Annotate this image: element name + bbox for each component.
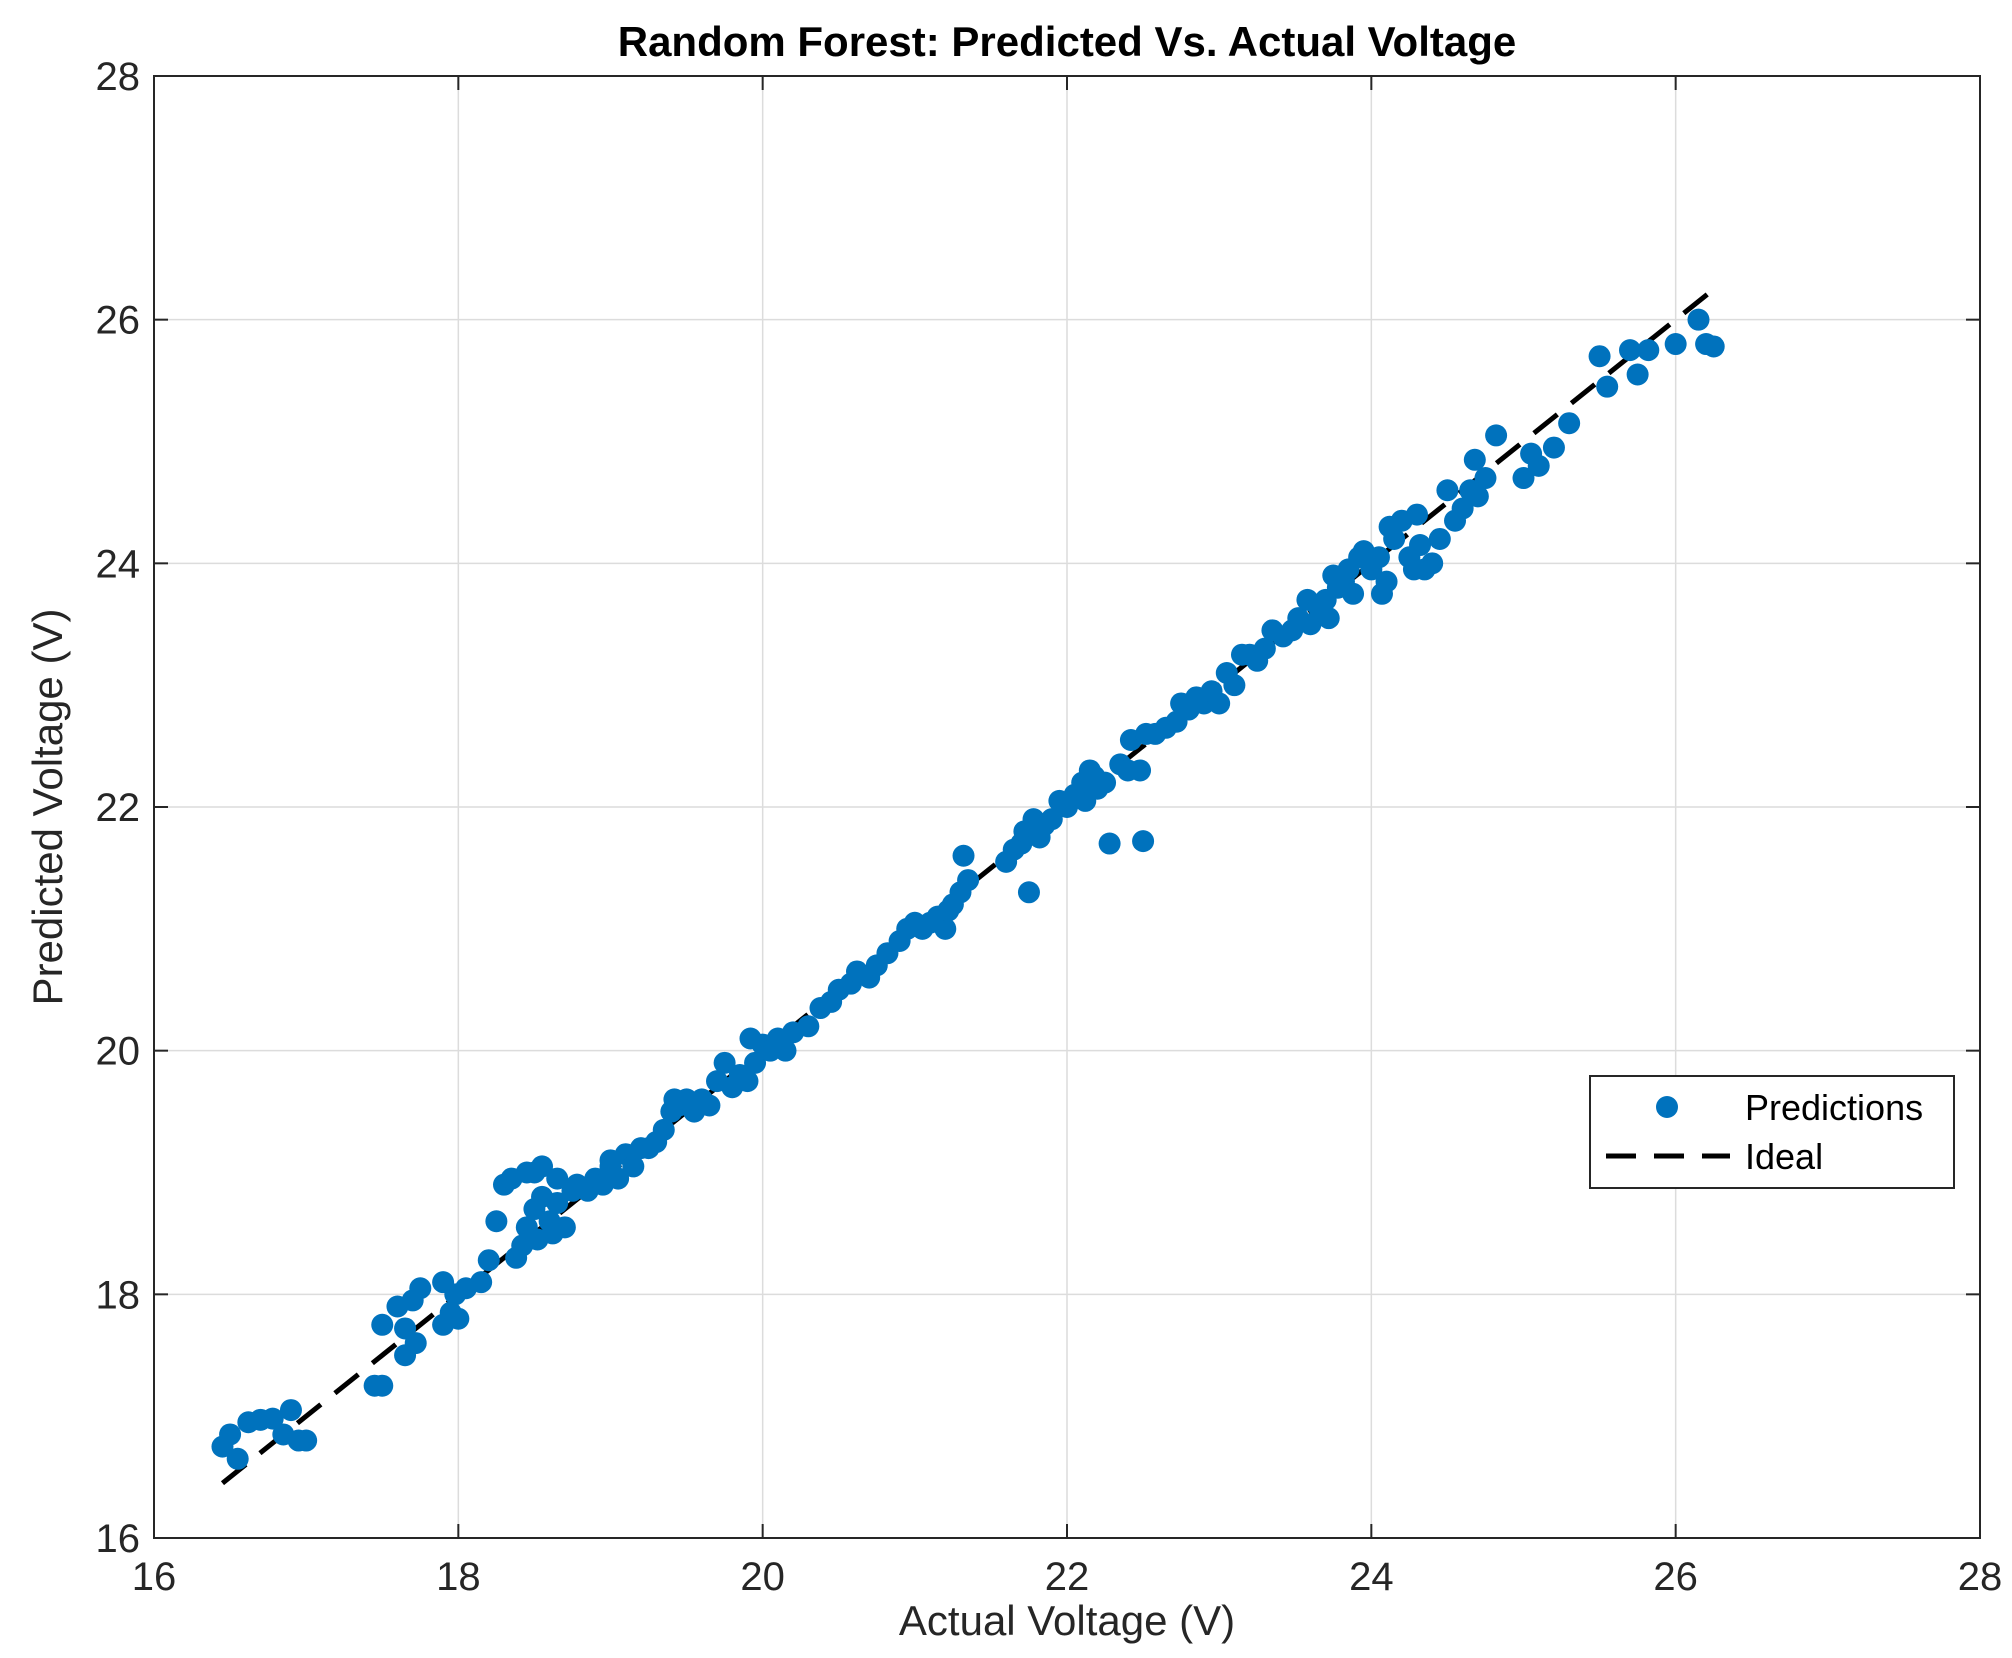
y-tick-label: 26 [96, 299, 141, 343]
y-tick-label: 28 [96, 55, 141, 99]
prediction-point [1253, 637, 1276, 660]
prediction-point [485, 1210, 508, 1233]
prediction-point [1132, 830, 1155, 853]
prediction-point [470, 1271, 493, 1294]
prediction-point [1463, 448, 1486, 471]
prediction-point [226, 1447, 249, 1470]
prediction-point [1485, 424, 1508, 447]
legend-predictions-marker [1656, 1096, 1678, 1118]
prediction-point [546, 1191, 569, 1214]
prediction-point [477, 1249, 500, 1272]
x-tick-label: 28 [1958, 1555, 2003, 1599]
prediction-point [1596, 375, 1619, 398]
prediction-points-layer [211, 308, 1725, 1470]
prediction-point [409, 1277, 432, 1300]
y-tick-label: 18 [96, 1273, 141, 1317]
prediction-point [797, 1015, 820, 1038]
prediction-point [1626, 363, 1649, 386]
prediction-point [546, 1167, 569, 1190]
y-tick-label: 24 [96, 542, 141, 586]
prediction-point [1664, 333, 1687, 356]
prediction-point [1428, 527, 1451, 550]
prediction-point [1451, 497, 1474, 520]
y-tick-label: 22 [96, 786, 141, 830]
prediction-point [1342, 582, 1365, 605]
legend-box [1589, 1075, 1955, 1189]
prediction-point [957, 869, 980, 892]
prediction-point [952, 844, 975, 867]
prediction-point [1558, 412, 1581, 435]
prediction-point [736, 1070, 759, 1093]
prediction-point [1208, 692, 1231, 715]
prediction-point [1375, 570, 1398, 593]
prediction-point [1017, 881, 1040, 904]
prediction-point [279, 1399, 302, 1422]
x-tick-label: 16 [132, 1555, 177, 1599]
prediction-point [371, 1313, 394, 1336]
prediction-point [1702, 335, 1725, 358]
prediction-point [553, 1216, 576, 1239]
prediction-point [1637, 339, 1660, 362]
y-tick-label: 20 [96, 1030, 141, 1074]
prediction-point [607, 1167, 630, 1190]
prediction-point [1542, 436, 1565, 459]
prediction-point [1223, 674, 1246, 697]
prediction-point [1129, 759, 1152, 782]
axis-ticks: 16 18 20 22 24 26 28 16 18 20 22 24 26 28 [96, 55, 2003, 1599]
prediction-point [622, 1155, 645, 1178]
prediction-point [1094, 771, 1117, 794]
prediction-point [774, 1039, 797, 1062]
x-tick-label: 20 [740, 1555, 785, 1599]
x-tick-label: 22 [1045, 1555, 1090, 1599]
legend-predictions-label: Predictions [1745, 1087, 1923, 1128]
prediction-point [934, 917, 957, 940]
prediction-point [1474, 467, 1497, 490]
x-axis-label: Actual Voltage (V) [899, 1597, 1235, 1644]
prediction-point [531, 1155, 554, 1178]
legend: Predictions Ideal [1589, 1075, 1955, 1189]
x-tick-label: 26 [1653, 1555, 1698, 1599]
prediction-point [1098, 832, 1121, 855]
prediction-point [1512, 467, 1535, 490]
prediction-point [1466, 485, 1489, 508]
prediction-point [1367, 546, 1390, 569]
prediction-point [652, 1118, 675, 1141]
legend-ideal-label: Ideal [1745, 1136, 1823, 1177]
prediction-point [371, 1374, 394, 1397]
x-tick-label: 24 [1349, 1555, 1394, 1599]
prediction-point [1299, 613, 1322, 636]
y-axis-label: Predicted Voltage (V) [24, 609, 71, 1006]
chart-title: Random Forest: Predicted Vs. Actual Volt… [618, 18, 1517, 65]
prediction-point [295, 1429, 318, 1452]
prediction-point [1436, 479, 1459, 502]
prediction-point [1317, 607, 1340, 630]
prediction-point [219, 1423, 242, 1446]
prediction-point [1409, 534, 1432, 557]
prediction-point [1619, 339, 1642, 362]
prediction-point [1383, 527, 1406, 550]
prediction-point [1588, 345, 1611, 368]
prediction-point [744, 1051, 767, 1074]
prediction-point [1687, 308, 1710, 331]
prediction-point [713, 1051, 736, 1074]
prediction-point [1421, 552, 1444, 575]
prediction-point [404, 1332, 427, 1355]
prediction-point [698, 1094, 721, 1117]
y-tick-label: 16 [96, 1517, 141, 1561]
prediction-point [1040, 808, 1063, 831]
prediction-point [447, 1307, 470, 1330]
prediction-point [261, 1407, 284, 1430]
prediction-point [1405, 503, 1428, 526]
x-tick-label: 18 [436, 1555, 481, 1599]
prediction-point [1527, 454, 1550, 477]
